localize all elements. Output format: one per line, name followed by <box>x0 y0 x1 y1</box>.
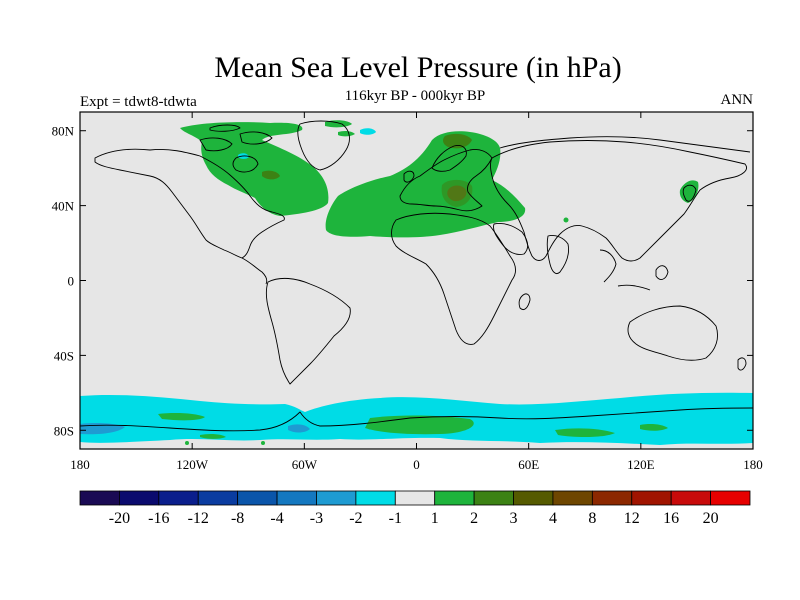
coastline-scandinavia <box>431 145 467 172</box>
lat-tick-label: 80S <box>54 423 74 438</box>
colorbar-swatch <box>355 490 396 506</box>
experiment-label: Expt = tdwt8-tdwta <box>80 94 197 110</box>
coastline-eurasian-arctic <box>499 136 751 153</box>
coastline-north-america <box>94 148 285 259</box>
eurasia-anomaly <box>325 131 526 238</box>
cyan-arctic-patch <box>360 128 376 135</box>
colorbar-label: -16 <box>148 510 169 527</box>
colorbar-swatch <box>119 490 160 506</box>
coastlines <box>80 120 753 432</box>
latitude-axis: 80N 40N 0 40S 80S <box>52 124 753 438</box>
colorbar-label: 2 <box>470 510 478 527</box>
lat-tick-label: 0 <box>68 274 75 289</box>
antarctic-green-patch <box>158 413 205 421</box>
colorbar-swatch <box>631 490 672 506</box>
colorbar-label: 20 <box>703 510 719 527</box>
east-asia-green-dot <box>563 217 569 223</box>
colorbar-swatch <box>670 490 711 506</box>
colorbar-label: 12 <box>624 510 640 527</box>
lon-tick-label: 60W <box>292 457 318 472</box>
eurasia-dark-halo <box>441 179 473 207</box>
plot-subtitle: 116kyr BP - 000kyr BP <box>344 88 486 104</box>
lat-tick-label: 40S <box>54 348 74 363</box>
eurasia-dark-green-patch <box>443 133 472 149</box>
lat-tick-label: 80N <box>52 124 75 139</box>
colorbar-label: -2 <box>349 510 362 527</box>
plot-title: Mean Sea Level Pressure (in hPa) <box>214 51 622 84</box>
antarctic-green-dot <box>185 441 189 445</box>
coastline-europe <box>399 149 493 212</box>
antarctic-green-patch <box>640 424 668 431</box>
colorbar-swatch <box>434 490 475 506</box>
colorbar-label: 1 <box>431 510 439 527</box>
antarctic-green-patch <box>555 428 615 438</box>
coastline-india <box>546 235 569 275</box>
lon-tick-label: 180 <box>70 457 90 472</box>
coastline-asia <box>490 140 747 262</box>
coastline-british-isles <box>403 170 415 183</box>
coastline-antarctica <box>80 407 753 432</box>
colorbar-label: 3 <box>510 510 518 527</box>
coastline-hudson-bay <box>232 155 259 173</box>
colorbar-swatch <box>276 490 317 506</box>
colorbar-swatch <box>473 490 514 506</box>
coastline-new-zealand <box>737 357 747 371</box>
lon-tick-label: 120W <box>176 457 209 472</box>
longitude-axis: 180 120W 60W 0 60E 120E 180 <box>70 112 763 472</box>
colorbar: -20 -16 -12 -8 -4 -3 -2 -1 1 2 3 4 8 12 16 20 <box>79 490 751 527</box>
colorbar-label: -8 <box>231 510 244 527</box>
coastline-arctic-islands <box>199 124 273 152</box>
season-label: ANN <box>720 92 754 108</box>
antarctic-green-patch <box>200 433 226 439</box>
colorbar-swatch <box>158 490 199 506</box>
coastline-africa <box>391 212 517 345</box>
arctic-green-patch <box>338 130 355 137</box>
pressure-anomaly-field <box>80 120 753 445</box>
north-america-dark-patch <box>262 170 280 180</box>
colorbar-swatch <box>710 490 751 506</box>
antarctic-blue-patch <box>288 424 310 433</box>
coastline-arabia <box>493 223 529 255</box>
colorbar-label: 8 <box>588 510 596 527</box>
coastline-japan <box>682 184 697 202</box>
colorbar-swatch <box>197 490 239 506</box>
coastline-central-america <box>241 257 268 285</box>
coastline-south-america <box>265 277 351 385</box>
colorbar-label: -4 <box>270 510 283 527</box>
colorbar-swatch <box>552 490 593 506</box>
colorbar-label: 16 <box>663 510 679 527</box>
colorbar-label: -20 <box>109 510 130 527</box>
lon-tick-label: 180 <box>743 457 763 472</box>
antarctic-green-dot <box>261 441 265 445</box>
lon-tick-label: 0 <box>413 457 420 472</box>
lat-tick-label: 40N <box>52 199 75 214</box>
colorbar-swatch <box>394 490 436 506</box>
colorbar-label: 4 <box>549 510 557 527</box>
coastline-australia <box>627 305 718 361</box>
lon-tick-label: 60E <box>518 457 539 472</box>
colorbar-swatch <box>316 490 357 506</box>
coastline-greenland <box>297 120 350 171</box>
antarctic-green-patch <box>365 415 474 435</box>
coastline-southeast-asia <box>599 249 669 291</box>
colorbar-swatch <box>237 490 278 506</box>
lon-tick-label: 120E <box>627 457 655 472</box>
colorbar-label: -3 <box>310 510 323 527</box>
coastline-madagascar <box>518 293 531 311</box>
colorbar-label: -12 <box>188 510 209 527</box>
colorbar-swatch <box>591 490 633 506</box>
colorbar-label: -1 <box>389 510 402 527</box>
colorbar-swatch <box>79 490 120 506</box>
colorbar-swatch <box>513 490 554 506</box>
